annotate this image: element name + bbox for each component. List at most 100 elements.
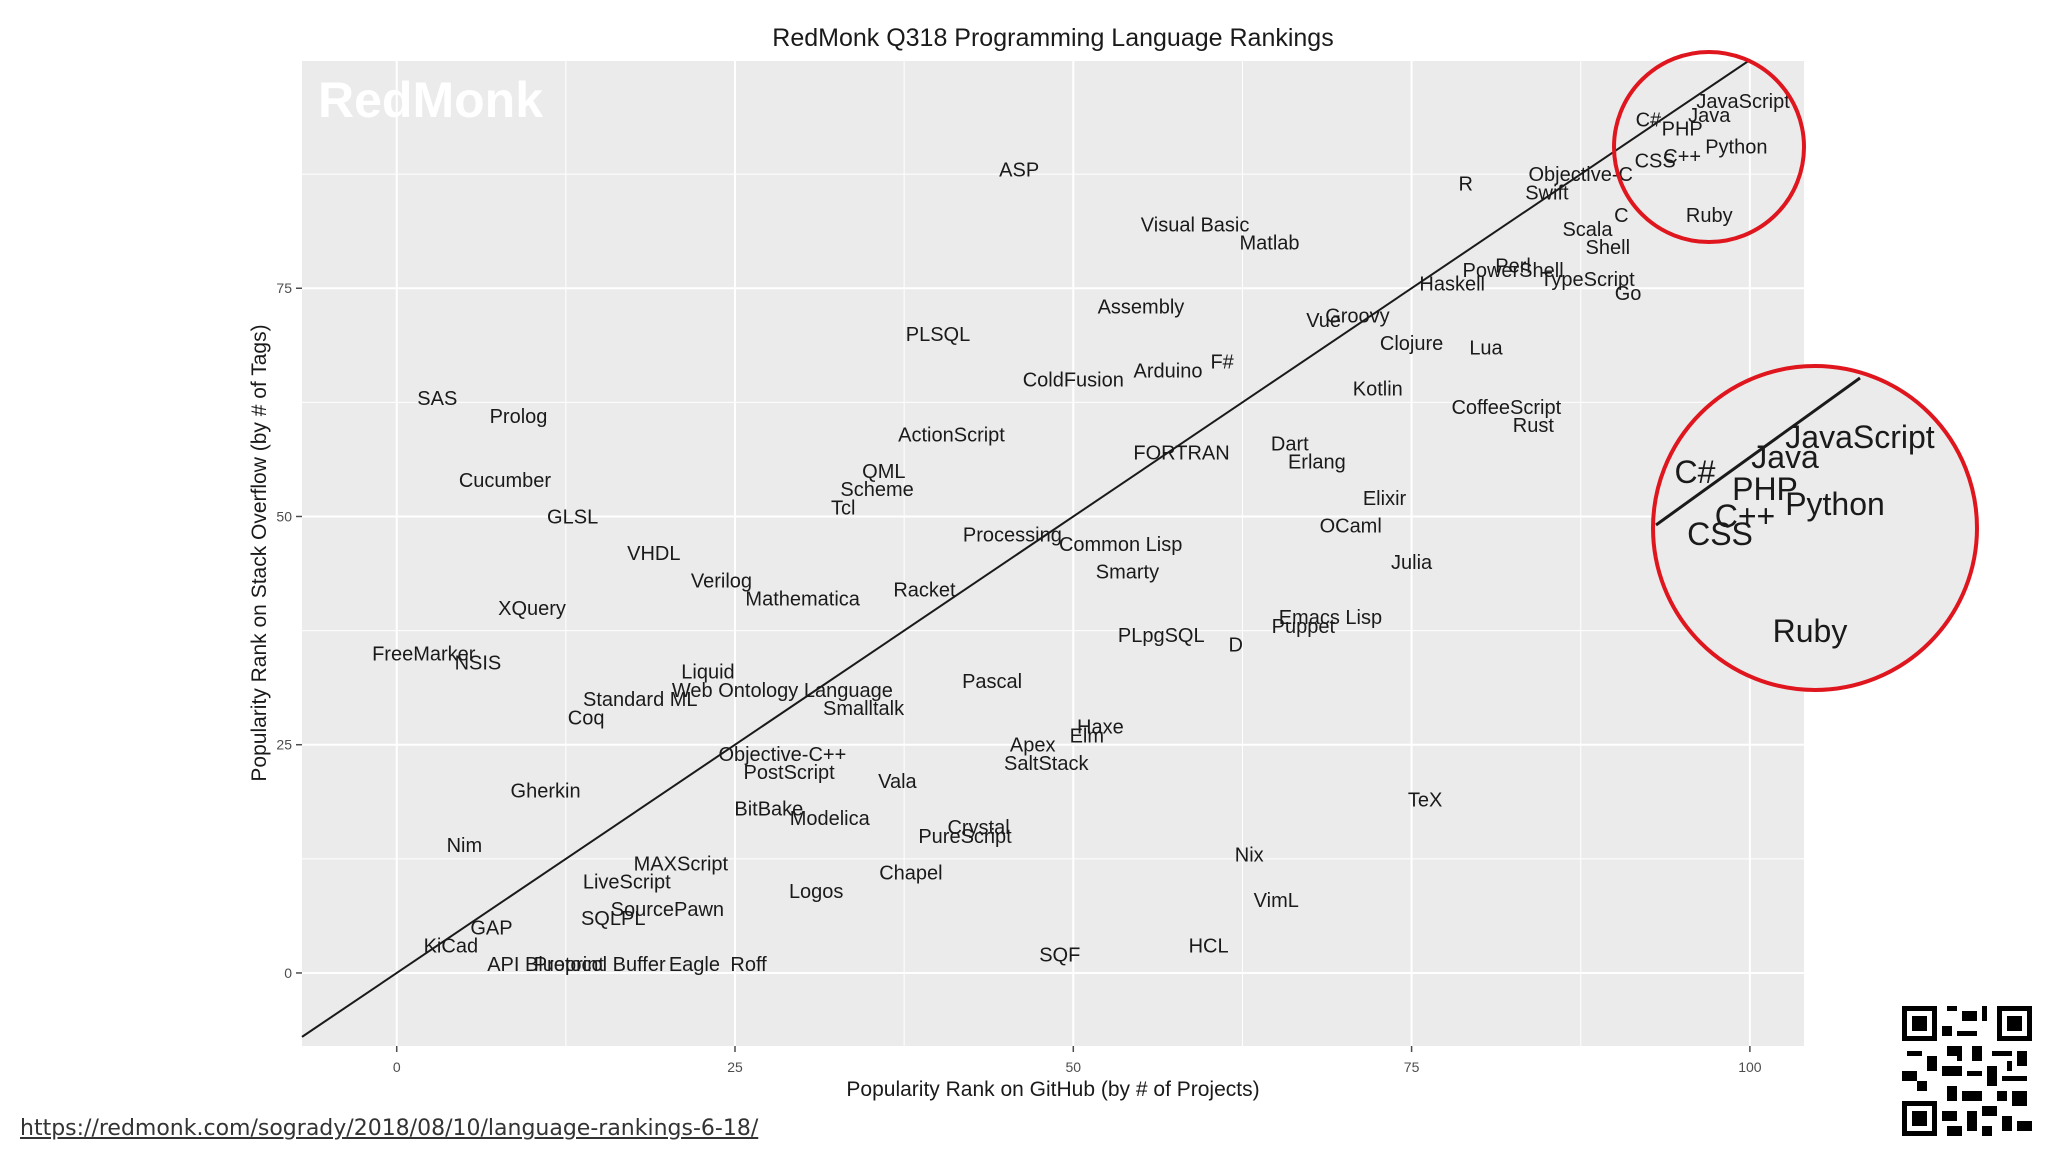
point-label: VimL	[1254, 890, 1299, 912]
point-label: API Blueprint	[487, 954, 604, 976]
point-label: Verilog	[691, 570, 752, 592]
point-label: C++	[1663, 146, 1701, 168]
point-label: Perl	[1495, 255, 1531, 277]
y-tick-label: 0	[284, 965, 292, 981]
y-tick-label: 50	[276, 508, 292, 524]
point-label: PostScript	[744, 762, 836, 784]
point-label: SQF	[1039, 945, 1080, 967]
point-label: Objective-C	[1528, 164, 1632, 186]
zoom-point-label: C#	[1675, 454, 1716, 490]
point-label: Common Lisp	[1059, 534, 1182, 556]
y-tick-label: 75	[276, 280, 292, 296]
point-label: ActionScript	[898, 424, 1005, 446]
point-label: Matlab	[1239, 233, 1299, 255]
zoom-point-label: JavaScript	[1785, 419, 1935, 455]
point-label: Vala	[878, 771, 917, 793]
point-label: Groovy	[1325, 306, 1389, 328]
qr-code-icon	[1902, 1006, 2032, 1136]
point-label: Julia	[1391, 552, 1433, 574]
point-label: Modelica	[790, 808, 871, 830]
point-label: Prolog	[490, 406, 548, 428]
point-label: MAXScript	[634, 853, 729, 875]
zoom-reference-line	[1655, 376, 1861, 527]
point-label: LiveScript	[583, 872, 671, 894]
x-tick-label: 100	[1738, 1059, 1762, 1075]
point-label: SAS	[417, 388, 457, 410]
watermark: RedMonk	[318, 72, 543, 128]
point-label: QML	[862, 461, 905, 483]
point-label: Pascal	[962, 671, 1022, 693]
point-label: Protocol Buffer	[534, 954, 666, 976]
point-label: Elixir	[1363, 488, 1407, 510]
point-label: Logos	[789, 881, 844, 903]
point-label: Eagle	[669, 954, 720, 976]
point-label: R	[1458, 173, 1472, 195]
point-label: Tcl	[831, 497, 855, 519]
point-label: Assembly	[1098, 297, 1185, 319]
point-label: Shell	[1586, 237, 1630, 259]
point-label: SourcePawn	[611, 899, 724, 921]
source-link[interactable]: https://redmonk.com/sogrady/2018/08/10/l…	[20, 1116, 759, 1141]
point-label: Smalltalk	[823, 698, 905, 720]
point-label: HCL	[1189, 936, 1229, 958]
y-tick-label: 25	[276, 737, 292, 753]
chart-title: RedMonk Q318 Programming Language Rankin…	[772, 24, 1333, 52]
point-label: GLSL	[547, 506, 598, 528]
point-label: D	[1228, 634, 1242, 656]
point-label: Objective-C++	[718, 744, 846, 766]
point-label: Lua	[1469, 338, 1503, 360]
point-label: SaltStack	[1004, 753, 1089, 775]
point-label: JavaScript	[1696, 91, 1790, 113]
zoom-point-label: PHP	[1732, 471, 1798, 507]
plot-panel	[302, 60, 1804, 1046]
point-label: Kotlin	[1353, 379, 1403, 401]
point-label: Rust	[1513, 415, 1555, 437]
point-label: Dart	[1271, 433, 1309, 455]
point-label: OCaml	[1320, 516, 1382, 538]
x-axis-title: Popularity Rank on GitHub (by # of Proje…	[846, 1078, 1259, 1101]
point-label: Clojure	[1380, 333, 1443, 355]
point-label: Elm	[1070, 726, 1104, 748]
point-label: XQuery	[498, 598, 566, 620]
point-label: Web Ontology Language	[672, 680, 893, 702]
point-label: Nix	[1235, 844, 1264, 866]
point-label: PLpgSQL	[1118, 625, 1205, 647]
point-label: Gherkin	[511, 780, 581, 802]
point-label: Swift	[1525, 182, 1569, 204]
point-label: Nim	[447, 835, 483, 857]
zoom-point-label: C++	[1715, 498, 1775, 534]
x-tick-label: 0	[393, 1059, 401, 1075]
point-label: BitBake	[734, 799, 803, 821]
x-tick-label: 25	[727, 1059, 743, 1075]
point-label: KiCad	[424, 936, 478, 958]
zoom-point-label: Ruby	[1773, 613, 1848, 649]
point-label: VHDL	[627, 543, 680, 565]
point-label: Emacs Lisp	[1279, 607, 1382, 629]
point-label: GAP	[470, 917, 512, 939]
zoom-point-label: CSS	[1687, 516, 1753, 552]
point-label: Python	[1705, 137, 1767, 159]
point-label: Java	[1688, 105, 1731, 127]
point-label: PureScript	[918, 826, 1012, 848]
point-label: Arduino	[1134, 360, 1203, 382]
point-label: Visual Basic	[1141, 214, 1250, 236]
point-label: PLSQL	[906, 324, 970, 346]
point-label: Racket	[893, 580, 956, 602]
point-label: Puppet	[1272, 616, 1336, 638]
zoom-point-label: Python	[1785, 486, 1885, 522]
point-label: NSIS	[455, 653, 502, 675]
point-label: C#	[1636, 109, 1662, 131]
point-label: C	[1614, 205, 1628, 227]
point-label: FreeMarker	[372, 643, 476, 665]
point-label: Mathematica	[745, 589, 860, 611]
point-label: PowerShell	[1462, 260, 1563, 282]
point-label: Coq	[568, 707, 605, 729]
point-label: Standard ML	[583, 689, 698, 711]
point-label: ColdFusion	[1023, 370, 1124, 392]
point-label: Chapel	[879, 863, 942, 885]
point-label: CoffeeScript	[1451, 397, 1561, 419]
x-tick-label: 75	[1404, 1059, 1420, 1075]
x-tick-label: 50	[1066, 1059, 1082, 1075]
